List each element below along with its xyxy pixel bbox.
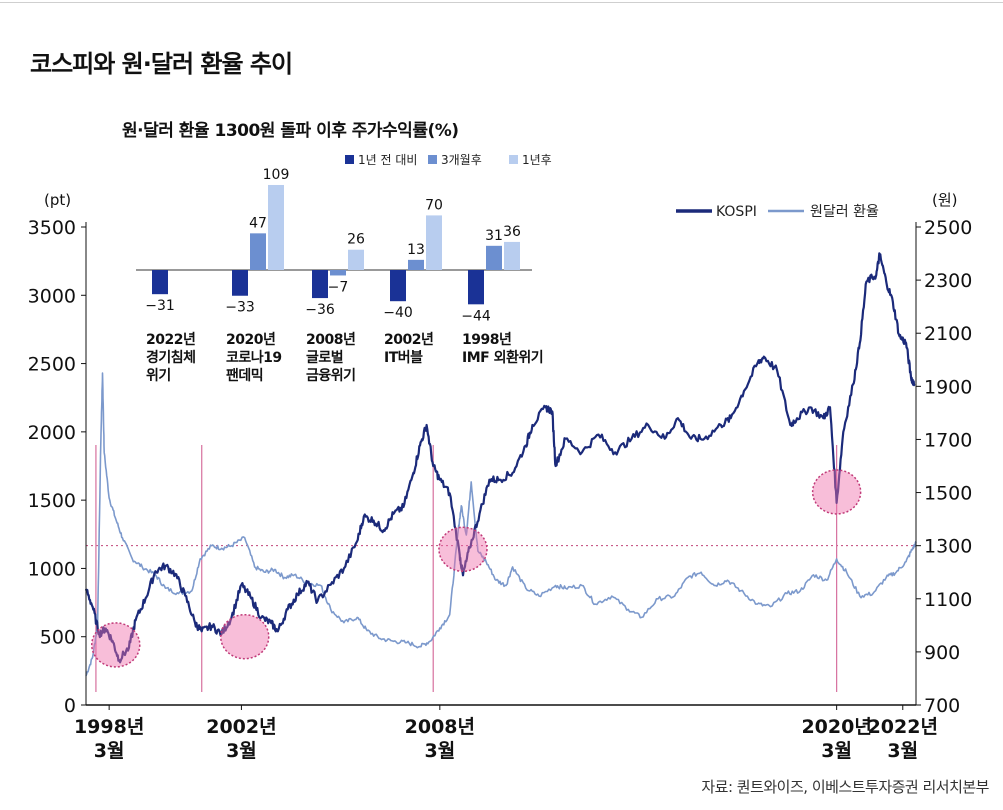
inset-value-label: −44 — [461, 308, 491, 324]
left-tick-label: 3000 — [28, 285, 76, 307]
inset-category-label: 2008년 — [306, 332, 355, 348]
inset-value-label: −36 — [305, 302, 335, 318]
x-tick-label: 2022년 — [868, 716, 938, 738]
right-tick-label: 2300 — [924, 270, 972, 292]
inset-category-label: 금융위기 — [306, 368, 356, 384]
inset-value-label: −40 — [383, 305, 413, 321]
left-tick-label: 2000 — [28, 422, 76, 444]
inset-category-label: 위기 — [146, 368, 171, 384]
inset-bar — [232, 270, 248, 296]
inset-title: 원·달러 환율 1300원 돌파 이후 주가수익률(%) — [122, 120, 459, 141]
inset-value-label: −33 — [225, 300, 255, 316]
inset-value-label: 31 — [485, 228, 503, 244]
left-tick-label: 1000 — [28, 558, 76, 580]
highlight-circle — [811, 469, 862, 515]
x-tick-label: 2002년 — [206, 716, 276, 738]
inset-category-label: 코로나19 — [226, 350, 282, 366]
left-tick-label: 3500 — [28, 217, 76, 239]
inset-bar — [468, 270, 484, 305]
right-axis-unit: (원) — [932, 191, 958, 209]
right-tick-label: 2100 — [924, 323, 972, 345]
inset-category-label: 1998년 — [462, 332, 511, 348]
fx-rate-series-line — [85, 372, 917, 677]
inset-value-label: 70 — [425, 197, 443, 213]
inset-legend-swatch — [428, 155, 437, 164]
inset-value-label: 36 — [503, 224, 521, 240]
right-tick-label: 1900 — [924, 376, 972, 398]
inset-category-label: 글로벌 — [306, 349, 343, 366]
inset-legend-swatch — [509, 155, 518, 164]
inset-category-label: 2020년 — [226, 332, 275, 348]
inset-category-label: 2022년 — [146, 332, 195, 348]
right-tick-label: 700 — [924, 695, 960, 717]
left-tick-label: 2500 — [28, 354, 76, 376]
inset-category-label: 팬데믹 — [226, 367, 263, 384]
right-tick-label: 1700 — [924, 429, 972, 451]
x-tick-label: 2020년 — [801, 716, 871, 738]
legend-label-fx: 원달러 환율 — [810, 204, 879, 220]
inset-legend-label: 3개월후 — [441, 153, 482, 167]
highlight-circle — [438, 526, 488, 573]
right-tick-label: 900 — [924, 642, 960, 664]
inset-category-label: 경기침체 — [146, 349, 196, 366]
inset-value-label: 109 — [263, 167, 290, 183]
inset-legend-label: 1년후 — [522, 153, 552, 167]
inset-value-label: 26 — [347, 232, 365, 248]
inset-bar — [486, 245, 502, 270]
x-tick-label: 2008년 — [405, 716, 475, 738]
inset-bar — [312, 270, 328, 299]
right-tick-label: 1300 — [924, 536, 972, 558]
inset-value-label: 47 — [249, 215, 267, 231]
inset-bar — [348, 249, 364, 270]
highlight-circle — [219, 613, 270, 660]
inset-legend-swatch — [345, 155, 354, 164]
inset-value-label: 13 — [407, 242, 425, 258]
inset-bar — [426, 215, 442, 270]
inset-bar — [504, 241, 520, 270]
inset-bar — [330, 270, 346, 276]
left-tick-label: 1500 — [28, 490, 76, 512]
x-tick-label: 3월 — [424, 740, 455, 762]
left-tick-label: 500 — [40, 627, 76, 649]
inset-bar — [268, 184, 284, 270]
right-tick-label: 1500 — [924, 483, 972, 505]
x-tick-label: 1998년 — [74, 716, 144, 738]
inset-category-label: IT버블 — [384, 349, 423, 366]
x-tick-label: 3월 — [226, 740, 257, 762]
right-tick-label: 1100 — [924, 589, 972, 611]
legend-label-kospi: KOSPI — [716, 204, 757, 220]
inset-bar — [408, 259, 424, 270]
left-tick-label: 0 — [64, 695, 76, 717]
x-tick-label: 3월 — [94, 740, 125, 762]
inset-value-label: −7 — [328, 279, 349, 295]
inset-legend-label: 1년 전 대비 — [358, 153, 417, 167]
inset-value-label: −31 — [145, 298, 175, 314]
inset-bar — [152, 270, 168, 295]
x-tick-label: 3월 — [887, 740, 918, 762]
inset-bar — [390, 270, 406, 302]
right-tick-label: 2500 — [924, 217, 972, 239]
source-note: 자료: 퀀트와이즈, 이베스트투자증권 리서치본부 — [701, 778, 989, 796]
top-divider — [0, 2, 1003, 3]
left-axis-unit: (pt) — [44, 191, 71, 209]
inset-bar — [250, 233, 266, 270]
x-tick-label: 3월 — [821, 740, 852, 762]
highlight-circle — [91, 622, 141, 668]
inset-category-label: 2002년 — [384, 332, 433, 348]
inset-category-label: IMF 외환위기 — [462, 349, 543, 366]
kospi-series-line — [84, 252, 916, 664]
page-title: 코스피와 원·달러 환율 추이 — [30, 50, 293, 78]
